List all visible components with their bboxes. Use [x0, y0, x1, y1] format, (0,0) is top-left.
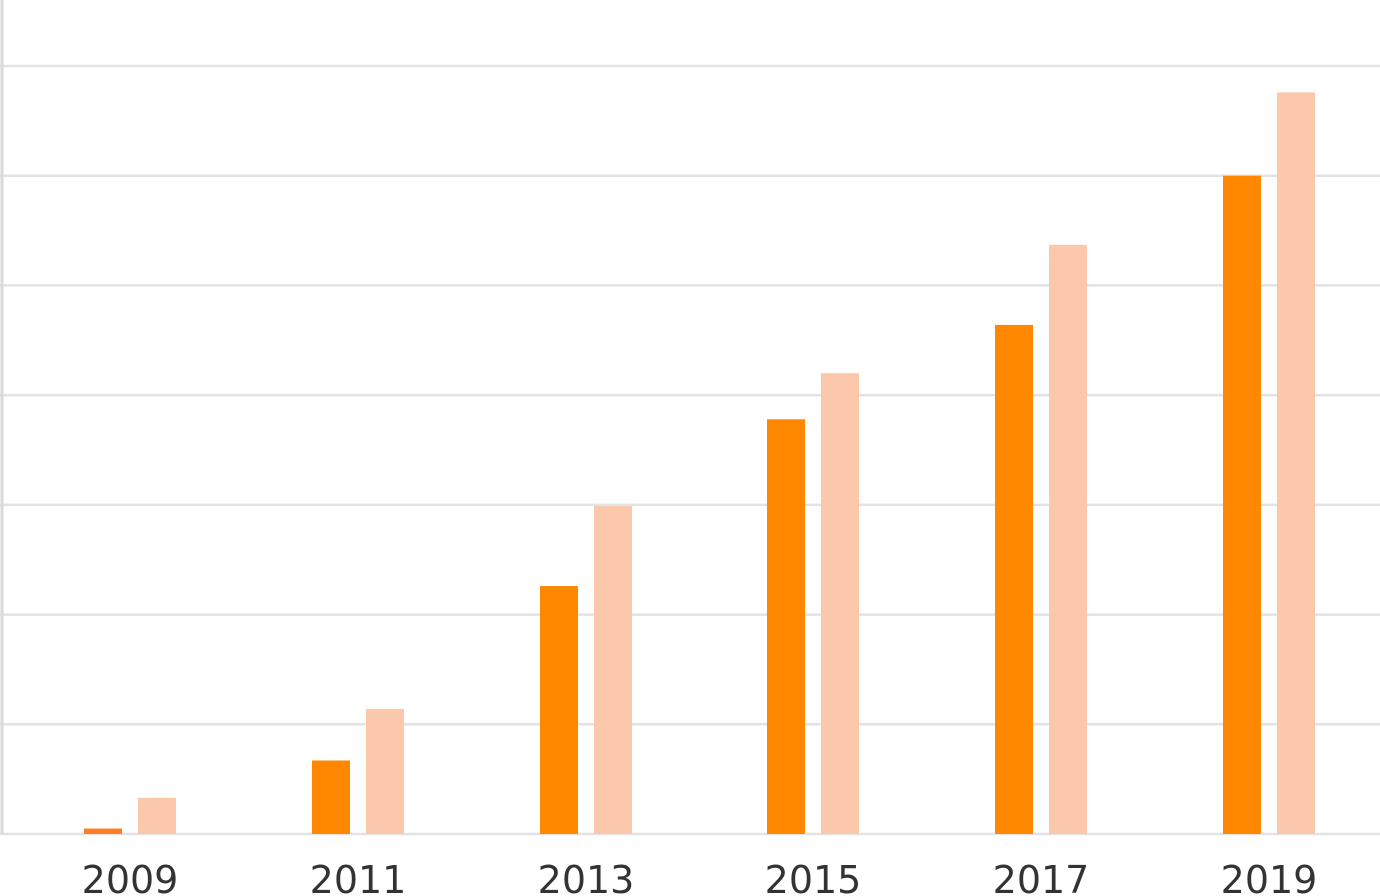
- gridlines: [0, 64, 1380, 836]
- bar-series1-2009: [84, 828, 122, 834]
- x-axis-tick-labels: 2009 2011 2013 2015 2017 2019: [82, 858, 1318, 896]
- x-tick-label-2015: 2015: [765, 858, 862, 896]
- x-tick-label-2013: 2013: [538, 858, 635, 896]
- x-tick-label-2019: 2019: [1221, 858, 1318, 896]
- x-tick-label-2017: 2017: [993, 858, 1090, 896]
- bars: [84, 92, 1315, 835]
- bar-series1-2011: [312, 760, 350, 834]
- bar-series1-2015: [767, 419, 805, 834]
- bar-series2-2011: [366, 708, 404, 834]
- bar-series2-2013: [594, 505, 632, 834]
- x-tick-label-2011: 2011: [310, 858, 407, 896]
- bar-series2-2019: [1277, 92, 1315, 835]
- x-tick-label-2009: 2009: [82, 858, 179, 896]
- bar-series2-2009: [138, 797, 176, 834]
- bar-series1-2017: [995, 324, 1033, 834]
- bar-series1-2019: [1223, 175, 1261, 834]
- bar-series2-2015: [821, 373, 859, 834]
- bar-series1-2013: [540, 586, 578, 834]
- bar-series2-2017: [1049, 244, 1087, 834]
